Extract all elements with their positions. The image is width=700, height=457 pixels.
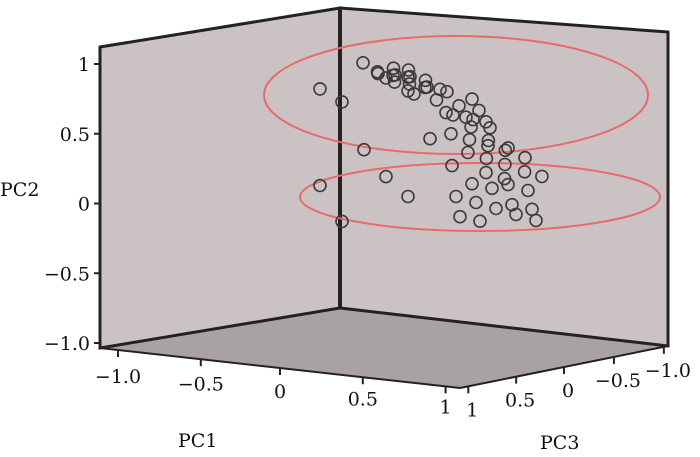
data-point [498, 157, 512, 172]
data-point [517, 165, 532, 179]
pc1-tick-label: 0 [274, 381, 286, 403]
data-point [379, 169, 393, 184]
data-point [420, 80, 434, 94]
pc3-tick-labels: 1 0.5 0 −0.5 −1.0 [466, 360, 691, 421]
data-point [529, 213, 543, 228]
pc1-tick-label: −0.5 [178, 374, 224, 396]
pc3-tick-label: 0.5 [505, 390, 535, 412]
data-point [444, 127, 458, 141]
pc3-tick-label: −1.0 [645, 360, 691, 382]
pc3-tick-label: 1 [466, 399, 478, 421]
data-point [465, 177, 479, 191]
pc1-tick-labels: −1.0 −0.5 0 0.5 1 [95, 366, 452, 418]
data-point [481, 138, 495, 153]
data-point [401, 84, 415, 98]
data-point [501, 177, 515, 192]
data-point [466, 112, 480, 127]
pc2-axis-label: PC2 [0, 179, 39, 201]
data-point [313, 82, 327, 96]
pc1-tick-label: 0.5 [348, 389, 378, 411]
data-point [357, 142, 371, 157]
data-point [313, 178, 327, 193]
data-point [461, 145, 475, 160]
pc3-tick-label: 0 [562, 380, 574, 402]
data-point [498, 143, 513, 158]
pc2-tick-label: −1.0 [44, 333, 90, 355]
data-point [446, 108, 460, 122]
data-point [379, 71, 393, 85]
data-point [489, 201, 503, 216]
data-point [469, 195, 483, 210]
data-point [439, 105, 453, 120]
data-point [509, 207, 523, 222]
data-point [464, 120, 478, 134]
data-point [479, 165, 493, 180]
data-point [481, 133, 496, 148]
lower-cluster-outline [299, 162, 661, 232]
data-point [462, 132, 477, 147]
pc1-tick-label: −1.0 [95, 366, 141, 388]
pc2-tick-label: −0.5 [44, 263, 90, 285]
pc2-tick-label: 0.5 [60, 124, 90, 146]
data-point [387, 75, 402, 89]
data-point [521, 183, 535, 198]
back-right-pane [338, 6, 670, 348]
pc2-tick-labels: 1 0.5 0 −0.5 −1.0 [44, 54, 90, 355]
data-point [479, 151, 494, 166]
data-point [518, 150, 532, 165]
data-point [403, 69, 417, 84]
data-point [388, 68, 402, 82]
data-point [401, 63, 416, 77]
data-point [335, 214, 349, 229]
data-point [535, 169, 549, 184]
data-point [465, 92, 479, 106]
data-point [440, 84, 454, 99]
data-point [449, 189, 463, 204]
data-point [485, 181, 499, 196]
data-point [335, 95, 349, 109]
pc3-axis-label: PC3 [540, 432, 579, 454]
data-points [313, 55, 549, 229]
pc1-tick-marks [117, 350, 447, 394]
data-point [473, 214, 487, 228]
data-point [445, 158, 459, 173]
data-point [418, 73, 433, 88]
pc3-tick-label: −0.5 [595, 370, 641, 392]
data-point [356, 55, 370, 70]
pc2-tick-label: 1 [78, 54, 90, 76]
data-point [386, 61, 401, 75]
data-point [429, 93, 444, 107]
data-point [423, 131, 437, 146]
data-point [483, 121, 497, 135]
pc1-axis-label: PC1 [178, 430, 217, 452]
pc2-tick-label: 0 [78, 194, 90, 216]
data-point [453, 209, 467, 224]
pc1-tick-label: 1 [440, 396, 452, 418]
upper-cluster-outline [263, 35, 649, 155]
data-point [401, 189, 415, 204]
pc3-tick-marks [467, 346, 665, 394]
data-point [501, 141, 515, 155]
pc2-tick-marks [94, 63, 100, 344]
